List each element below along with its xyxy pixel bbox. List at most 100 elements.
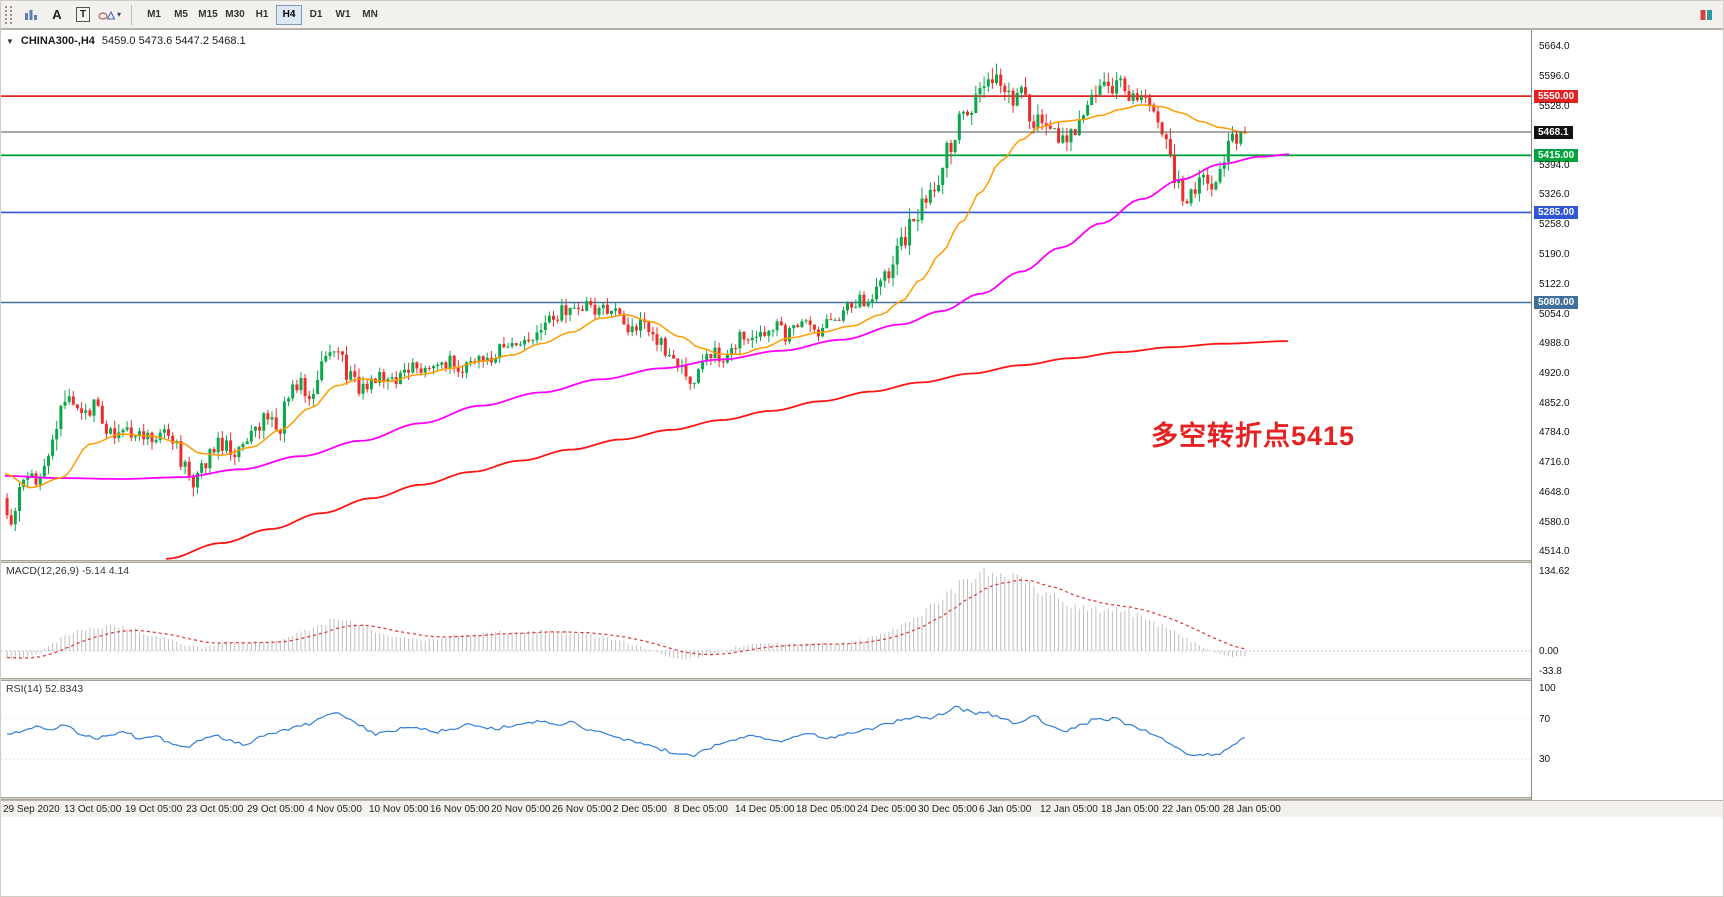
macd-axis-tick: -33.8 [1539,666,1562,677]
ma-mid-magenta-line [4,153,1290,480]
chart-annotation-text: 多空转折点5415 [1151,421,1356,451]
price-tick: 5190.0 [1539,249,1570,261]
price-tick: 5054.0 [1539,308,1570,320]
price-tick: 4784.0 [1539,427,1570,439]
rsi-label: RSI(14) 52.8343 [6,683,84,695]
text-a-icon: A [52,7,62,22]
timeframe-button-m15[interactable]: M15 [195,5,221,25]
shapes-icon [98,10,115,20]
panel-separator[interactable] [1,797,1723,800]
macd-signal-line [7,579,1246,659]
text-box-icon: T [75,7,91,22]
macd-axis-tick: 0.00 [1539,645,1559,657]
timeframe-button-mn[interactable]: MN [357,5,383,25]
chart-header: ▼ CHINA300-,H4 5459.0 5473.6 5447.2 5468… [6,35,246,47]
timeframe-group: M1 M5 M15 M30 H1 H4 D1 W1 MN [141,4,383,25]
price-tick: 5258.0 [1539,219,1570,231]
time-label: 13 Oct 05:00 [64,804,122,815]
time-label: 23 Oct 05:00 [186,804,244,815]
price-level-badge: 5080.00 [1534,295,1579,309]
timeframe-button-m30[interactable]: M30 [222,5,248,25]
time-label: 18 Dec 05:00 [796,804,856,815]
time-label: 6 Jan 05:00 [979,804,1032,815]
time-label: 18 Jan 05:00 [1101,804,1159,815]
timeframe-button-m5[interactable]: M5 [168,5,194,25]
ma-fast-orange-line [4,104,1248,489]
time-label: 30 Dec 05:00 [918,804,978,815]
ma-slow-red-line [165,340,1289,560]
price-tick: 5394.0 [1539,159,1570,171]
macd-axis-tick: 134.62 [1539,566,1570,577]
time-label: 29 Sep 2020 [3,804,60,815]
time-label: 16 Nov 05:00 [430,804,490,815]
time-label: 12 Jan 05:00 [1040,804,1098,815]
toolbar-drag-handle[interactable] [5,5,12,24]
rsi-line [7,705,1246,758]
timeframe-button-d1[interactable]: D1 [303,5,329,25]
rsi-canvas [1,705,1531,760]
time-label: 28 Jan 05:00 [1223,804,1281,815]
price-tick: 5326.0 [1539,189,1570,201]
time-label: 4 Nov 05:00 [308,804,362,815]
time-label: 24 Dec 05:00 [857,804,917,815]
panel-separator[interactable] [1,560,1723,563]
price-tick: 4852.0 [1539,397,1570,409]
ohlc-readout: 5459.0 5473.6 5447.2 5468.1 [101,35,246,47]
chart-window: ▼ CHINA300-,H4 5459.0 5473.6 5447.2 5468… [1,29,1723,896]
chevron-down-icon: ▾ [117,10,122,19]
price-tick: 4988.0 [1539,337,1570,349]
dropdown-triangle-icon[interactable]: ▼ [6,36,14,46]
time-axis[interactable]: 29 Sep 2020 13 Oct 05:00 19 Oct 05:00 23 Oc… [1,800,1723,817]
time-label: 22 Jan 05:00 [1162,804,1220,815]
macd-panel[interactable]: MACD(12,26,9) -5.14 4.14 [1,563,1531,678]
symbol-timeframe-label: CHINA300-,H4 [20,35,95,47]
rsi-axis-tick: 100 [1539,683,1556,694]
axis-divider [1531,30,1532,800]
time-label: 8 Dec 05:00 [674,804,728,815]
macd-canvas [1,567,1531,660]
rsi-panel[interactable]: RSI(14) 52.8343 [1,681,1531,797]
price-level-badge: 5285.00 [1534,205,1579,219]
time-label: 20 Nov 05:00 [491,804,551,815]
timeframe-button-h1[interactable]: H1 [249,5,275,25]
toolbar-separator [131,4,133,25]
new-window-icon[interactable] [1700,9,1713,21]
rsi-axis-tick: 30 [1539,754,1551,766]
timeframe-button-m1[interactable]: M1 [141,5,167,25]
price-tick: 4514.0 [1539,546,1570,557]
rsi-axis-tick: 70 [1539,713,1551,725]
price-panel[interactable]: ▼ CHINA300-,H4 5459.0 5473.6 5447.2 5468… [1,32,1531,560]
bar-chart-icon [25,10,37,20]
price-tick: 4580.0 [1539,517,1570,529]
time-label: 26 Nov 05:00 [552,804,612,815]
price-tick: 5122.0 [1539,279,1570,290]
time-label: 10 Nov 05:00 [369,804,429,815]
price-chart-canvas[interactable] [1,32,1531,560]
main-toolbar: A T ▾ M1 M5 M15 M30 H1 H4 D1 W1 MN [1,1,1723,29]
timeframe-button-h4[interactable]: H4 [276,4,303,25]
macd-label: MACD(12,26,9) -5.14 4.14 [6,565,130,577]
price-tick: 5596.0 [1539,70,1570,82]
timeframe-button-w1[interactable]: W1 [330,5,356,25]
price-tick: 4920.0 [1539,367,1570,379]
text-annotation-button[interactable]: A [45,4,69,26]
time-label: 2 Dec 05:00 [613,804,667,815]
time-label: 29 Oct 05:00 [247,804,305,815]
candlesticks [5,63,1247,531]
price-level-badge: 5415.00 [1534,148,1579,162]
text-box-button[interactable]: T [71,4,95,26]
price-tick: 4648.0 [1539,487,1570,499]
time-label: 14 Dec 05:00 [735,804,795,815]
price-tick: 4716.0 [1539,457,1570,469]
price-axis[interactable]: 5550.00 5415.00 5285.00 5080.00 5664.0 5596.0… [1532,30,1723,800]
price-level-badge: 5550.00 [1534,89,1579,103]
price-tick: 5528.0 [1539,100,1570,112]
current-price-badge: 5468.1 [1534,125,1573,139]
shapes-dropdown-button[interactable]: ▾ [97,4,122,26]
price-tick: 5664.0 [1539,41,1570,52]
panel-separator[interactable] [1,678,1723,681]
time-label: 19 Oct 05:00 [125,804,183,815]
bar-chart-tool-button[interactable] [19,4,43,26]
macd-histogram [6,567,1246,660]
